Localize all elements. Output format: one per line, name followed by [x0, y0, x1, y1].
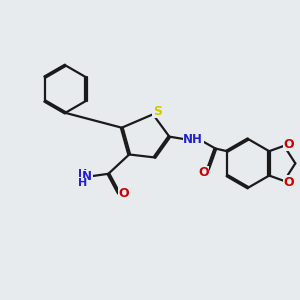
Text: O: O: [283, 176, 294, 189]
Text: NH: NH: [183, 133, 203, 146]
Text: O: O: [283, 138, 294, 151]
Text: O: O: [198, 167, 209, 179]
Text: O: O: [118, 187, 129, 200]
Text: H: H: [78, 178, 87, 188]
Text: S: S: [153, 105, 162, 118]
Text: H: H: [78, 169, 87, 179]
Text: N: N: [82, 170, 92, 183]
